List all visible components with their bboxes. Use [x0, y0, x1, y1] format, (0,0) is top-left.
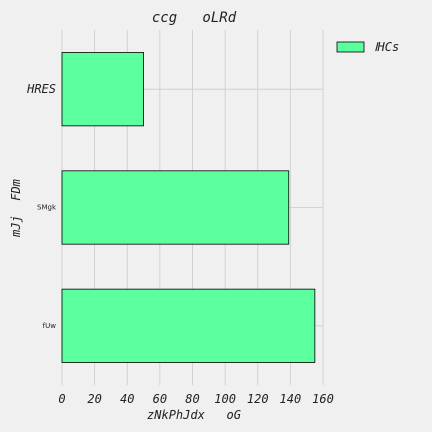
x-tick-label: 20: [87, 392, 101, 406]
x-tick-label: 80: [185, 392, 199, 406]
x-tick-label: 60: [153, 392, 167, 406]
x-tick-label: 160: [312, 392, 334, 406]
y-tick-label: fUw: [43, 322, 57, 330]
legend: ⅠHCs: [336, 40, 399, 54]
x-tick-label: 100: [214, 392, 236, 406]
x-tick-label: 120: [247, 392, 269, 406]
bar-smgk: [61, 170, 290, 245]
y-tick-label: SMgk: [37, 204, 57, 212]
x-tick-labels: 0 20 40 60 80 100 120 140 160: [58, 392, 333, 406]
bars: [61, 52, 316, 363]
legend-label: ⅠHCs: [374, 40, 399, 54]
legend-swatch: [336, 41, 365, 53]
y-tick-labels: HRES SMgk fUw: [26, 82, 57, 330]
chart-title: ccg oLRd: [152, 10, 237, 26]
y-tick-label: HRES: [26, 82, 56, 96]
bar-hres: [61, 52, 144, 127]
x-axis-label: zNkPhJdx oG: [147, 408, 241, 422]
y-axis-label: mJj FDm: [9, 179, 23, 238]
x-tick-label: 140: [280, 392, 302, 406]
bar-fuw: [61, 288, 316, 363]
x-tick-label: 40: [120, 392, 134, 406]
x-tick-label: 0: [58, 392, 65, 406]
